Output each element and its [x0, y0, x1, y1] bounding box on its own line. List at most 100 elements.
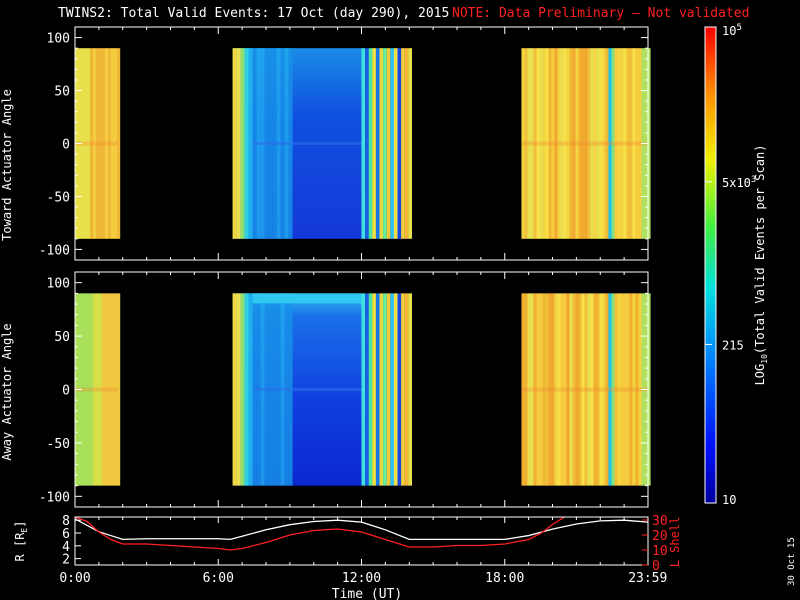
heat-column	[647, 48, 651, 239]
heat-column	[584, 48, 588, 239]
heat-column	[602, 48, 606, 239]
y-tick-label: 100	[47, 32, 70, 47]
heat-column	[383, 48, 387, 239]
heat-column	[111, 293, 115, 486]
heat-column	[527, 293, 531, 486]
heat-column	[581, 48, 585, 239]
away-angle-panel: 100 50 0 -50 -100	[39, 271, 651, 508]
svg-text:R [RE]: R [RE]	[13, 521, 29, 562]
y-tick-label: 0	[62, 138, 70, 153]
heat-column	[521, 293, 525, 486]
heat-column	[605, 293, 609, 486]
y-tick-label: -50	[47, 437, 70, 452]
x-tick-label: 12:00	[342, 571, 381, 586]
heat-column	[244, 293, 249, 486]
heat-column	[536, 293, 540, 486]
heat-column	[617, 48, 621, 239]
heat-column	[548, 293, 552, 486]
heat-column	[379, 48, 384, 239]
heat-column	[87, 293, 91, 486]
heat-column	[93, 293, 97, 486]
colorbar-label: LOG10(Total Valid Events per Scan)	[753, 145, 769, 386]
heat-column	[533, 48, 537, 239]
heat-column	[590, 293, 594, 486]
x-axis-label: Time (UT)	[332, 587, 402, 600]
heat-column	[608, 293, 612, 486]
heat-column	[90, 293, 94, 486]
heat-column	[545, 293, 549, 486]
heat-column	[408, 48, 412, 239]
x-tick-label: 18:00	[485, 571, 524, 586]
heat-column	[105, 48, 109, 239]
heat-column	[527, 48, 531, 239]
heat-column	[99, 293, 103, 486]
heat-column	[404, 293, 409, 486]
y-tick-label: 50	[54, 330, 70, 345]
heat-column	[401, 48, 405, 239]
heat-column	[638, 293, 642, 486]
zero-angle-stripe	[521, 141, 648, 146]
heat-column	[84, 293, 88, 486]
zero-angle-stripe	[252, 142, 362, 145]
heat-column	[602, 293, 606, 486]
heat-column	[632, 48, 636, 239]
heat-column	[566, 48, 570, 239]
heat-column	[240, 48, 245, 239]
heat-column	[99, 48, 103, 239]
x-tick-label: 6:00	[203, 571, 234, 586]
heat-column	[587, 293, 591, 486]
heat-column	[614, 293, 618, 486]
heat-column	[578, 48, 582, 239]
heat-column	[87, 48, 91, 239]
heat-column	[551, 48, 555, 239]
heat-column	[236, 48, 241, 239]
heat-column	[524, 293, 528, 486]
y-tick-label: 100	[47, 277, 70, 292]
lshell-tick-label: 0	[652, 559, 660, 574]
y-tick-label: -100	[39, 490, 70, 505]
heat-column	[584, 293, 588, 486]
heat-column	[575, 48, 579, 239]
y-tick-label: -50	[47, 190, 70, 205]
heat-column	[581, 293, 585, 486]
heat-column	[560, 48, 564, 239]
heat-column	[397, 293, 402, 486]
heat-column	[524, 48, 528, 239]
colorbar-tick-label: 5x103	[722, 175, 756, 190]
time-block-transition	[361, 48, 412, 239]
heat-column	[554, 293, 558, 486]
r-axis-label: R [RE]	[13, 521, 29, 562]
heat-column	[81, 293, 85, 486]
colorbar-label-sub: 10	[760, 354, 769, 364]
heat-column	[587, 48, 591, 239]
heat-column	[599, 293, 603, 486]
colorbar-label-tail: (Total Valid Events per Scan)	[753, 145, 767, 355]
heat-column	[596, 293, 600, 486]
heat-column	[629, 48, 633, 239]
heat-column	[626, 48, 630, 239]
heat-column	[386, 293, 391, 486]
zero-angle-stripe	[252, 388, 362, 391]
heat-column	[108, 293, 112, 486]
colorbar-tick-label: 215	[722, 338, 744, 352]
heat-column	[557, 293, 561, 486]
heat-column	[635, 48, 639, 239]
heat-column	[647, 293, 651, 486]
r-label-sub: E	[20, 528, 29, 533]
heat-column	[232, 293, 237, 486]
y-tick-label: 0	[62, 384, 70, 399]
heat-column	[390, 48, 394, 239]
heat-column	[551, 293, 555, 486]
zero-angle-stripe	[75, 387, 118, 392]
heat-column	[93, 48, 97, 239]
heat-column	[620, 293, 624, 486]
heat-column	[114, 293, 118, 486]
heat-column	[533, 293, 537, 486]
y-tick-label: -100	[39, 243, 70, 258]
x-tick-label: 0:00	[59, 571, 90, 586]
date-stamp: 30 Oct 15	[787, 537, 797, 586]
heat-column	[365, 293, 369, 486]
time-block-late	[521, 293, 651, 486]
heat-column	[368, 293, 373, 486]
